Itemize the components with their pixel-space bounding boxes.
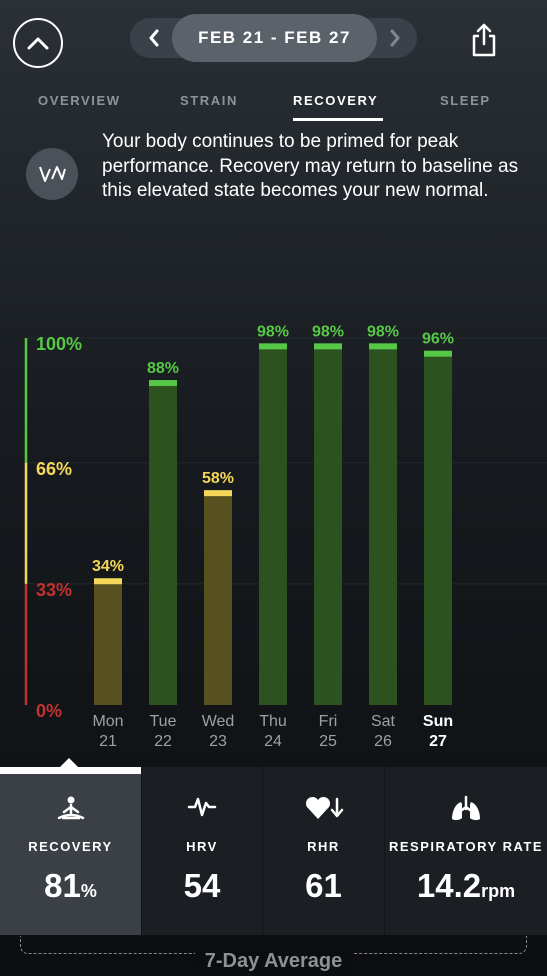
whoop-logo-icon <box>39 166 66 182</box>
tab-strain[interactable]: STRAIN <box>180 93 238 108</box>
recovery-insight-message: Your body continues to be primed for pea… <box>102 131 519 201</box>
x-tick-date: 24 <box>264 733 282 750</box>
bar-value-label: 98% <box>312 323 344 340</box>
chart-bar-cap <box>94 578 122 585</box>
selected-tile-indicator <box>0 767 141 774</box>
chart-bar <box>314 345 342 705</box>
date-range[interactable]: FEB 21 - FEB 27 <box>172 14 377 62</box>
chart-bar-cap <box>314 343 342 350</box>
metric-unit: rpm <box>481 881 516 901</box>
selected-tile-pointer <box>60 758 78 767</box>
heartbeat-icon <box>142 795 262 819</box>
x-tick-day: Mon <box>92 713 123 730</box>
chart-bar-cap <box>424 350 452 357</box>
metric-value: 54 <box>183 867 221 904</box>
meditation-icon <box>0 795 141 823</box>
x-tick-date: 25 <box>319 733 337 750</box>
metric-tile-hrv[interactable]: HRV 54 <box>142 767 262 935</box>
chevron-up-icon <box>27 37 49 50</box>
x-tick-date: 21 <box>99 733 117 750</box>
metric-label: RESPIRATORY RATE <box>388 839 544 854</box>
chart-bar <box>149 382 177 705</box>
metric-label: RHR <box>307 839 340 854</box>
bar-value-label: 88% <box>147 360 179 377</box>
chart-bar <box>259 345 287 705</box>
x-tick-day: Wed <box>202 713 235 730</box>
y-tick-label: 0% <box>36 701 62 721</box>
chart-bar <box>369 345 397 705</box>
x-tick-day: Fri <box>319 713 338 730</box>
active-tab-indicator <box>293 118 383 121</box>
metric-tile-rhr[interactable]: RHR 61 <box>263 767 384 935</box>
y-tick-label: 33% <box>36 580 72 600</box>
x-tick-day: Sat <box>371 713 396 730</box>
seven-day-average-label: 7-Day Average <box>194 950 353 972</box>
metric-tile-respiratory-rate[interactable]: RESPIRATORY RATE 14.2rpm <box>385 767 547 935</box>
x-tick-date: 22 <box>154 733 172 750</box>
x-tick-day: Sun <box>423 713 453 730</box>
x-tick-date: 26 <box>374 733 392 750</box>
x-tick-date: 23 <box>209 733 227 750</box>
metric-label: HRV <box>186 839 218 854</box>
chart-bar-cap <box>204 490 232 497</box>
metric-value-row: 54 <box>142 867 262 905</box>
metric-value-row: 14.2rpm <box>385 867 547 905</box>
whoop-logo <box>26 148 78 200</box>
chart-bar <box>424 352 452 705</box>
metric-value: 81 <box>44 867 81 904</box>
bar-value-label: 98% <box>367 323 399 340</box>
metric-label: RECOVERY <box>28 839 113 854</box>
tab-overview[interactable]: OVERVIEW <box>38 93 121 108</box>
collapse-button[interactable] <box>13 18 63 68</box>
x-tick-date: 27 <box>429 733 447 750</box>
recovery-chart: 0% 33% 66% 100% 34% Mon 21 88% Tue 22 58% Wed 23 98% T… <box>24 323 547 750</box>
chart-bar-cap <box>149 380 177 387</box>
tab-sleep[interactable]: SLEEP <box>440 93 491 108</box>
y-tick-label: 66% <box>36 459 72 479</box>
lungs-icon <box>385 795 547 823</box>
x-tick-day: Tue <box>150 713 177 730</box>
share-button[interactable] <box>466 20 502 60</box>
chevron-right-icon <box>390 29 400 47</box>
share-icon <box>472 23 496 57</box>
bar-value-label: 98% <box>257 323 289 340</box>
x-tick-day: Thu <box>259 713 287 730</box>
previous-week-button[interactable] <box>140 24 168 52</box>
metric-value-row: 61 <box>263 867 384 905</box>
metric-value: 14.2 <box>416 867 482 904</box>
metric-value-row: 81% <box>0 867 141 905</box>
bar-value-label: 96% <box>422 331 454 348</box>
metric-value: 61 <box>305 867 342 904</box>
bar-value-label: 58% <box>202 470 234 487</box>
metric-tile-recovery[interactable]: RECOVERY 81% <box>0 758 141 935</box>
next-week-button[interactable] <box>381 24 409 52</box>
chart-bar-cap <box>369 343 397 350</box>
chart-bar-cap <box>259 343 287 350</box>
chart-bar <box>204 492 232 705</box>
metric-unit: % <box>80 881 97 901</box>
tab-recovery[interactable]: RECOVERY <box>293 93 379 108</box>
y-tick-label: 100% <box>36 334 82 354</box>
heart-down-icon <box>263 795 384 821</box>
chevron-left-icon <box>149 29 159 47</box>
bar-value-label: 34% <box>92 558 124 575</box>
chart-bar <box>94 580 122 705</box>
